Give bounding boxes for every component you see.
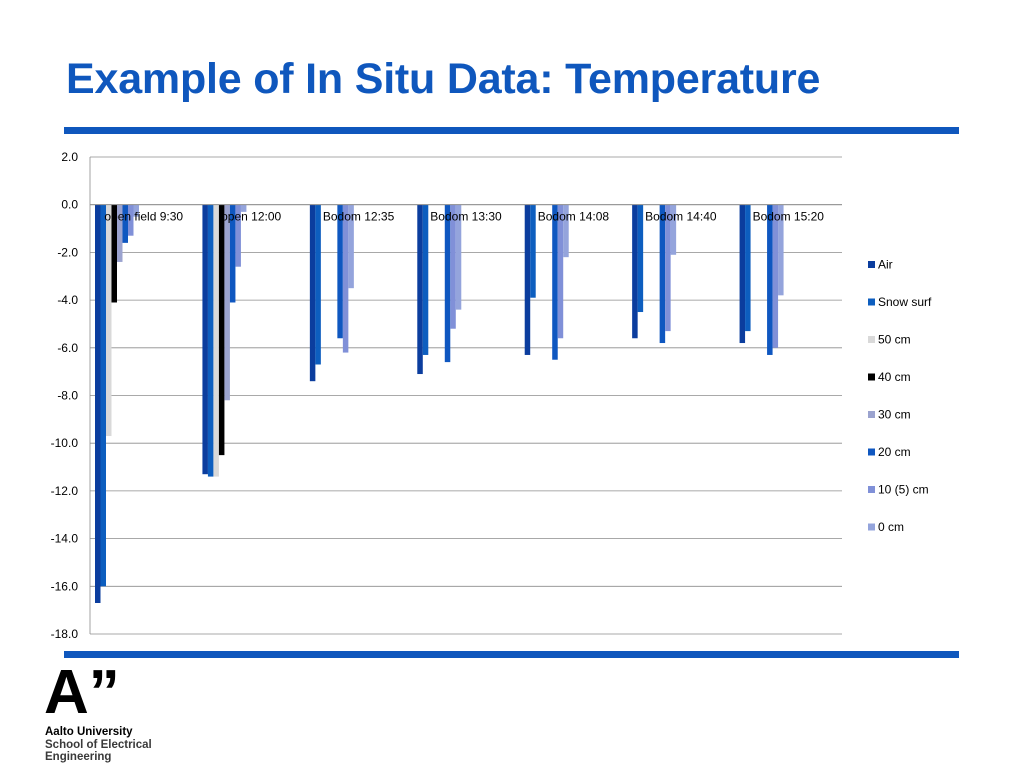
bar-5-6 xyxy=(665,204,671,332)
legend-swatch xyxy=(868,336,875,343)
legend-swatch xyxy=(868,411,875,418)
y-tick-label: -10.0 xyxy=(51,436,79,450)
bar-2-0 xyxy=(309,204,316,382)
logo-line-3: Engineering xyxy=(45,751,112,763)
bar-6-0 xyxy=(739,204,746,344)
y-tick-label: -14.0 xyxy=(51,532,79,546)
bar-3-1 xyxy=(422,204,429,355)
legend-swatch xyxy=(868,486,875,493)
bar-6-6 xyxy=(772,204,779,348)
legend-label: 10 (5) cm xyxy=(878,483,929,497)
logo-mark-text: A” xyxy=(44,663,120,719)
bar-4-5 xyxy=(552,204,558,360)
y-tick-label: -2.0 xyxy=(57,245,78,259)
bar-1-1 xyxy=(207,204,214,477)
logo-line-2: School of Electrical xyxy=(45,738,152,751)
bar-1-3 xyxy=(218,204,225,456)
legend-label: Snow surf xyxy=(878,295,932,309)
x-tick-label: Bodom 15:20 xyxy=(753,210,825,224)
bar-0-1 xyxy=(100,204,106,587)
legend-swatch xyxy=(868,298,875,306)
y-tick-label: -12.0 xyxy=(51,484,79,498)
legend: Air Snow surf 50 cm 40 cm 30 cm 20 cm 10 (5) c… xyxy=(868,258,932,534)
x-tick-label: open field 9:30 xyxy=(104,210,183,224)
legend-label: 20 cm xyxy=(878,445,911,459)
x-tick-label: Bodom 13:30 xyxy=(430,210,502,224)
bar-6-1 xyxy=(745,204,751,332)
bar-5-1 xyxy=(637,204,644,313)
bar-6-5 xyxy=(767,204,773,355)
bar-2-6 xyxy=(342,204,349,353)
bar-2-5 xyxy=(337,204,343,339)
bar-0-6 xyxy=(128,204,134,236)
bar-2-7 xyxy=(348,204,354,289)
logo-line-1: Aalto University xyxy=(45,726,133,738)
y-tick-label: -16.0 xyxy=(51,579,79,593)
x-tick-label: open 12:00 xyxy=(221,210,281,224)
bar-4-0 xyxy=(524,204,531,355)
legend-swatch xyxy=(868,523,875,531)
bar-0-3 xyxy=(111,204,117,303)
bar-4-1 xyxy=(530,204,536,298)
aalto-logo-mark: A” xyxy=(44,663,120,719)
legend-label: 30 cm xyxy=(878,408,911,422)
bar-6-7 xyxy=(778,204,784,296)
slide-title: Example of In Situ Data: Temperature xyxy=(66,55,821,103)
bar-3-5 xyxy=(444,204,451,363)
y-tick-label: -4.0 xyxy=(57,293,78,307)
bar-3-7 xyxy=(455,204,462,310)
bar-3-6 xyxy=(450,204,456,329)
legend-swatch xyxy=(868,448,875,456)
y-tick-label: -8.0 xyxy=(57,389,78,403)
bar-1-6 xyxy=(235,204,241,267)
axes: -18.0 -16.0 -14.0 -12.0 -10.0 -8.0 -6.0 -4.0 -2.… xyxy=(51,150,842,641)
bar-1-5 xyxy=(229,204,236,303)
bar-2-1 xyxy=(315,204,321,365)
legend-swatch xyxy=(868,261,875,268)
aalto-wordmark: Aalto University School of Electrical En… xyxy=(45,726,152,764)
bar-1-0 xyxy=(202,204,208,475)
legend-label: Air xyxy=(878,258,893,272)
bar-5-5 xyxy=(659,204,666,344)
legend-swatch xyxy=(868,373,875,381)
y-tick-label: -18.0 xyxy=(51,627,79,641)
bar-4-7 xyxy=(563,204,569,258)
bottom-divider xyxy=(64,651,959,658)
y-tick-label: -6.0 xyxy=(57,341,78,355)
bar-0-4 xyxy=(117,204,123,262)
legend-label: 0 cm xyxy=(878,520,904,534)
x-tick-label: Bodom 14:40 xyxy=(645,210,717,224)
x-tick-label: Bodom 14:08 xyxy=(538,210,610,224)
bar-4-6 xyxy=(557,204,564,339)
bar-1-7 xyxy=(240,204,247,212)
bar-0-2 xyxy=(106,204,112,437)
bar-5-7 xyxy=(670,204,677,255)
top-divider xyxy=(64,127,959,134)
bar-5-0 xyxy=(632,204,638,339)
bar-3-0 xyxy=(417,204,423,375)
bar-1-4 xyxy=(224,204,230,401)
bar-0-0 xyxy=(95,204,101,603)
bar-0-7 xyxy=(133,204,139,217)
bar-0-5 xyxy=(122,204,128,243)
bars xyxy=(95,204,784,603)
y-tick-label: 0.0 xyxy=(61,198,78,212)
bar-1-2 xyxy=(213,204,219,477)
legend-label: 40 cm xyxy=(878,370,911,384)
legend-label: 50 cm xyxy=(878,333,911,347)
x-tick-label: Bodom 12:35 xyxy=(323,210,395,224)
y-tick-label: 2.0 xyxy=(61,150,78,164)
